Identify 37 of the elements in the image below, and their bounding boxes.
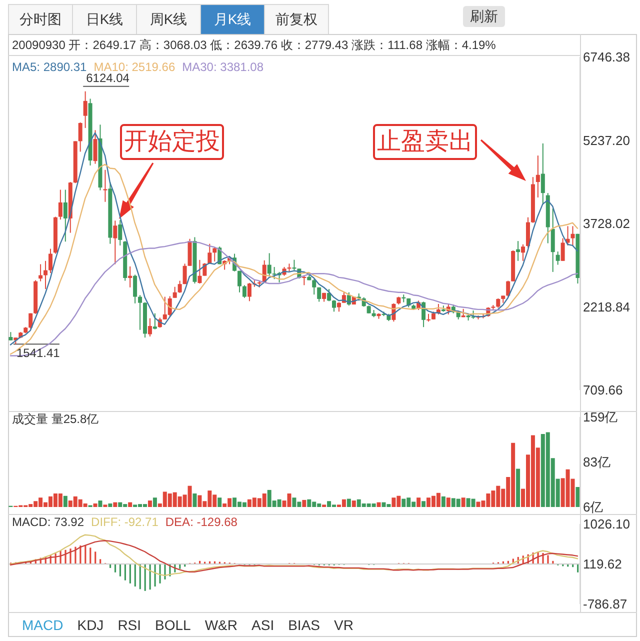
tab: 周K线 [136,4,201,34]
text: DEA: -129.68 [165,515,238,529]
y-tick-label: 6亿 [583,500,604,515]
tab: 日K线 [72,4,137,34]
y-tick-label: 119.62 [583,556,622,572]
tab: 前复权 [264,4,329,34]
refresh-button: 刷新 [463,6,505,27]
text: MACD [22,616,64,632]
chart-title: MACD: 73.92 [12,515,84,529]
text: MA10: 2519.66 [94,60,176,74]
text: MA30: 3381.08 [182,60,264,74]
callout-frame: 止盈卖出 [373,124,477,160]
y-tick-label: 83亿 [583,454,610,470]
y-tick-label: 1026.10 [583,516,630,532]
tab: 分时图 [8,4,73,34]
text: ASI [252,616,274,632]
y-tick-label: 159亿 [583,410,618,425]
text: BIAS [288,616,320,632]
text: MA5: 2890.31 [12,60,87,74]
text: BOLL [155,616,191,632]
y-tick-label: 709.66 [583,382,623,398]
callout-frame: 开始定投 [120,124,224,160]
tab: 月K线 [200,4,265,34]
y-tick-label: -786.87 [583,596,628,612]
y-tick-label: 2218.84 [583,299,630,314]
text: RSI [118,616,142,632]
y-tick-label: 6746.38 [583,50,630,65]
y-tick-label: 5237.20 [583,132,630,148]
text: VR [334,616,354,632]
text: KDJ [77,616,104,632]
y-tick-label: 3728.02 [583,216,630,232]
series-label: DIFF: -92.71 [91,515,158,529]
text: W&R [204,616,238,632]
chart-title: 成交量 量25.8亿 [12,412,99,426]
chart-title: 20090930 开：2649.17 高：3068.03 低：2639.76 收：2779.43 涨跌：111.68 涨幅：4.19% [12,38,496,52]
annotation: 6124.04 [86,71,130,86]
annotation: 1541.41 [16,346,60,360]
